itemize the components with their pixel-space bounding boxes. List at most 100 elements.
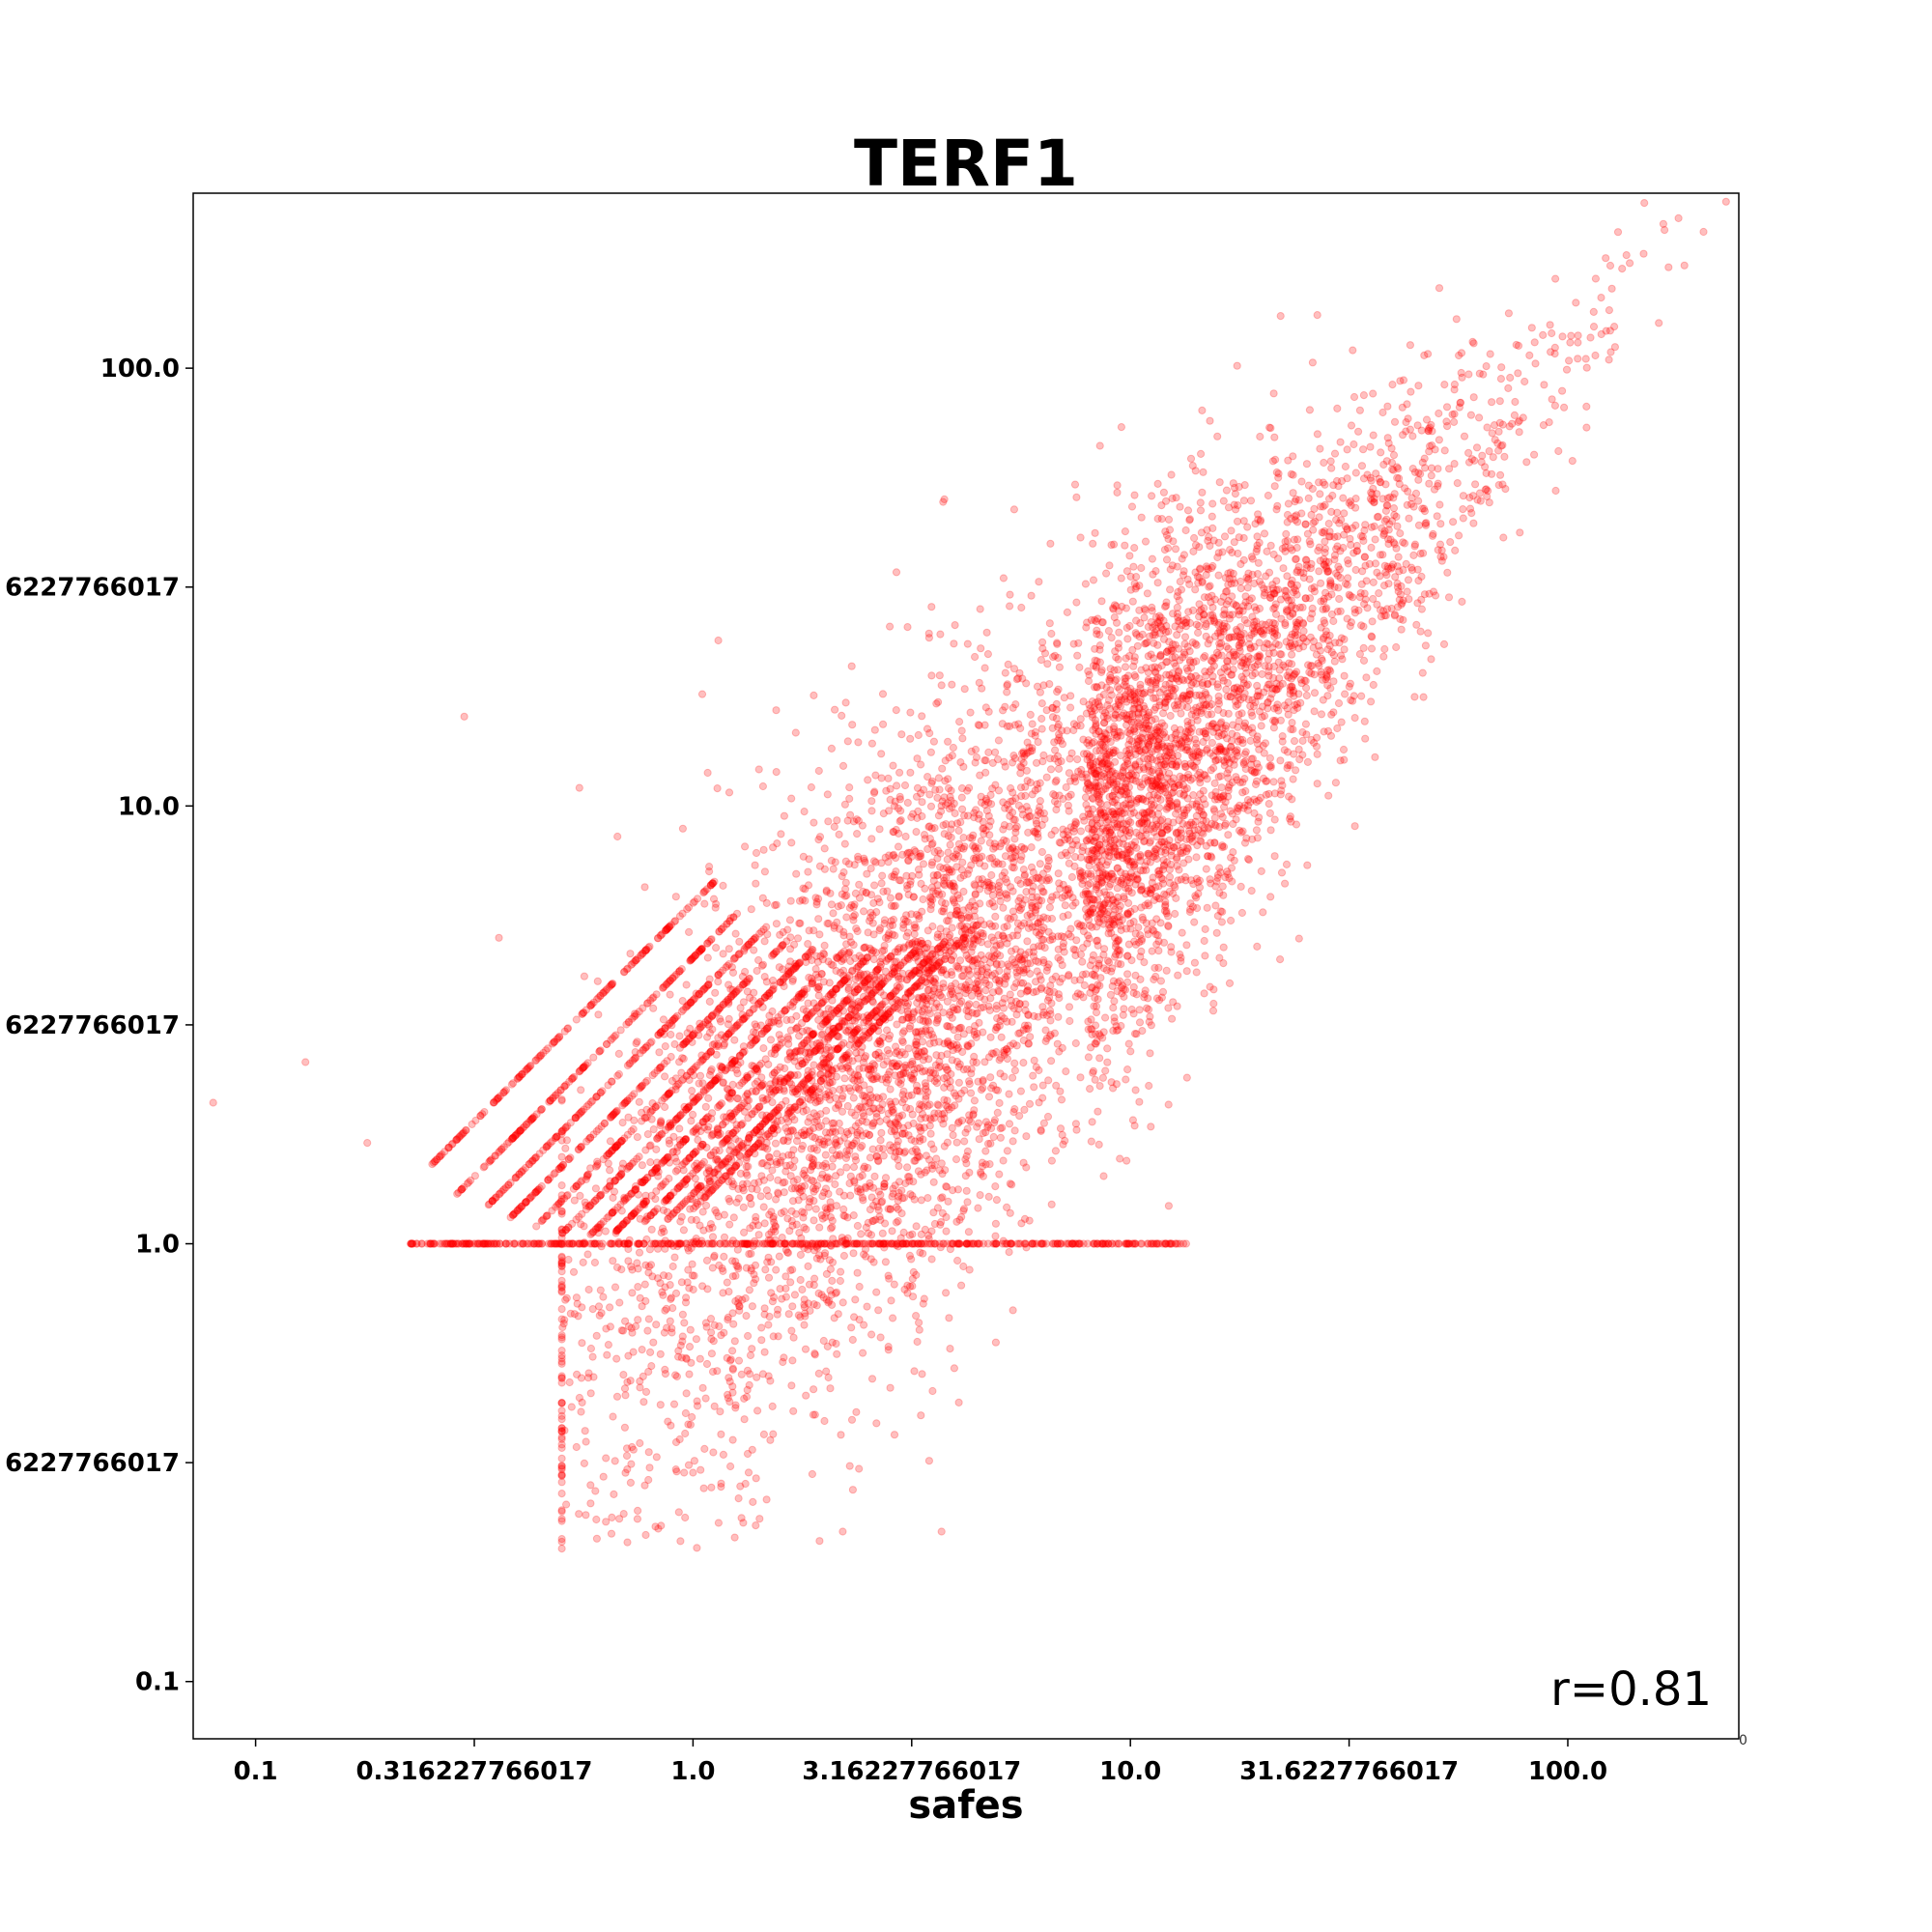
data-point <box>636 1293 644 1302</box>
data-point <box>1227 916 1236 925</box>
data-point <box>734 1094 743 1103</box>
data-point <box>1085 862 1094 870</box>
data-point <box>995 1170 1004 1179</box>
data-point <box>1223 754 1232 764</box>
data-point <box>682 1389 691 1398</box>
data-point <box>1073 651 1082 660</box>
data-point <box>1327 610 1337 619</box>
data-point <box>717 1331 725 1340</box>
data-point <box>753 1125 761 1134</box>
data-point <box>886 795 895 805</box>
data-point <box>836 1151 844 1160</box>
data-point <box>1189 753 1198 761</box>
data-point <box>1134 794 1143 803</box>
data-point <box>1317 597 1325 606</box>
data-point <box>1121 541 1129 550</box>
data-point <box>1376 551 1385 559</box>
data-point <box>1194 890 1203 898</box>
data-point <box>1230 500 1238 509</box>
data-point <box>1269 778 1278 786</box>
data-point <box>747 1249 755 1258</box>
data-point <box>1005 1120 1014 1128</box>
data-point <box>1591 351 1600 360</box>
data-point <box>687 1358 696 1367</box>
data-point <box>1151 567 1160 576</box>
data-point <box>912 1050 922 1059</box>
data-point <box>1321 544 1330 554</box>
data-point <box>977 837 985 845</box>
data-point <box>929 1178 938 1186</box>
data-point <box>1037 714 1046 724</box>
data-point <box>1214 692 1223 701</box>
data-point <box>1158 838 1167 846</box>
data-point <box>1171 684 1179 694</box>
data-point <box>1083 755 1092 764</box>
data-point <box>562 1293 571 1302</box>
data-point <box>1009 1108 1018 1117</box>
data-point <box>1037 656 1046 665</box>
data-point <box>1626 259 1634 268</box>
data-point <box>1228 670 1236 679</box>
data-point <box>796 919 805 927</box>
data-point <box>1117 1021 1125 1031</box>
data-point <box>1225 781 1234 789</box>
data-point <box>953 1256 962 1265</box>
data-point <box>845 783 854 792</box>
data-point <box>967 1089 976 1097</box>
data-point <box>1546 321 1554 329</box>
data-point <box>649 1338 658 1347</box>
data-point <box>1227 526 1236 535</box>
data-point <box>810 1187 818 1196</box>
data-point <box>824 1027 834 1036</box>
data-point <box>754 1231 763 1239</box>
data-point <box>772 706 781 715</box>
data-point <box>1184 855 1193 864</box>
data-point <box>705 867 714 876</box>
data-point <box>954 1043 963 1052</box>
data-point <box>1276 716 1286 724</box>
data-point <box>933 793 942 803</box>
data-point <box>696 1465 705 1474</box>
data-point <box>724 1194 733 1204</box>
data-point <box>1316 490 1324 498</box>
data-point <box>1010 1126 1019 1135</box>
data-point <box>1203 903 1211 912</box>
data-point <box>1271 716 1280 725</box>
data-point <box>1417 572 1426 582</box>
data-point <box>848 1486 858 1494</box>
data-point <box>784 1151 793 1159</box>
data-point <box>603 1350 611 1359</box>
data-point <box>1105 852 1114 861</box>
data-point <box>1448 411 1457 419</box>
data-point <box>845 1040 854 1050</box>
data-point <box>1325 666 1334 674</box>
data-point <box>844 1026 853 1035</box>
data-point <box>1171 909 1179 919</box>
data-point <box>1153 514 1162 524</box>
data-point <box>1035 807 1043 815</box>
data-point <box>1195 883 1205 892</box>
data-point <box>1045 903 1055 912</box>
data-point <box>1213 432 1222 440</box>
data-point <box>856 1126 865 1135</box>
data-point <box>1101 835 1110 843</box>
data-point <box>927 671 936 680</box>
data-point <box>1455 351 1463 360</box>
data-point <box>1081 793 1091 802</box>
data-point <box>1390 417 1400 426</box>
data-point <box>1484 487 1492 496</box>
data-point <box>988 988 998 997</box>
data-point <box>1062 1067 1070 1076</box>
data-point <box>919 895 927 904</box>
data-point <box>1082 800 1091 810</box>
data-point <box>1270 815 1279 824</box>
data-point <box>1107 691 1116 699</box>
data-point <box>1008 758 1017 767</box>
data-point <box>742 1312 751 1321</box>
data-point <box>1156 613 1165 622</box>
data-point <box>1086 961 1095 970</box>
data-point <box>657 1118 666 1126</box>
data-point <box>1094 941 1102 950</box>
data-point <box>632 1321 640 1331</box>
data-point <box>1058 1130 1066 1140</box>
